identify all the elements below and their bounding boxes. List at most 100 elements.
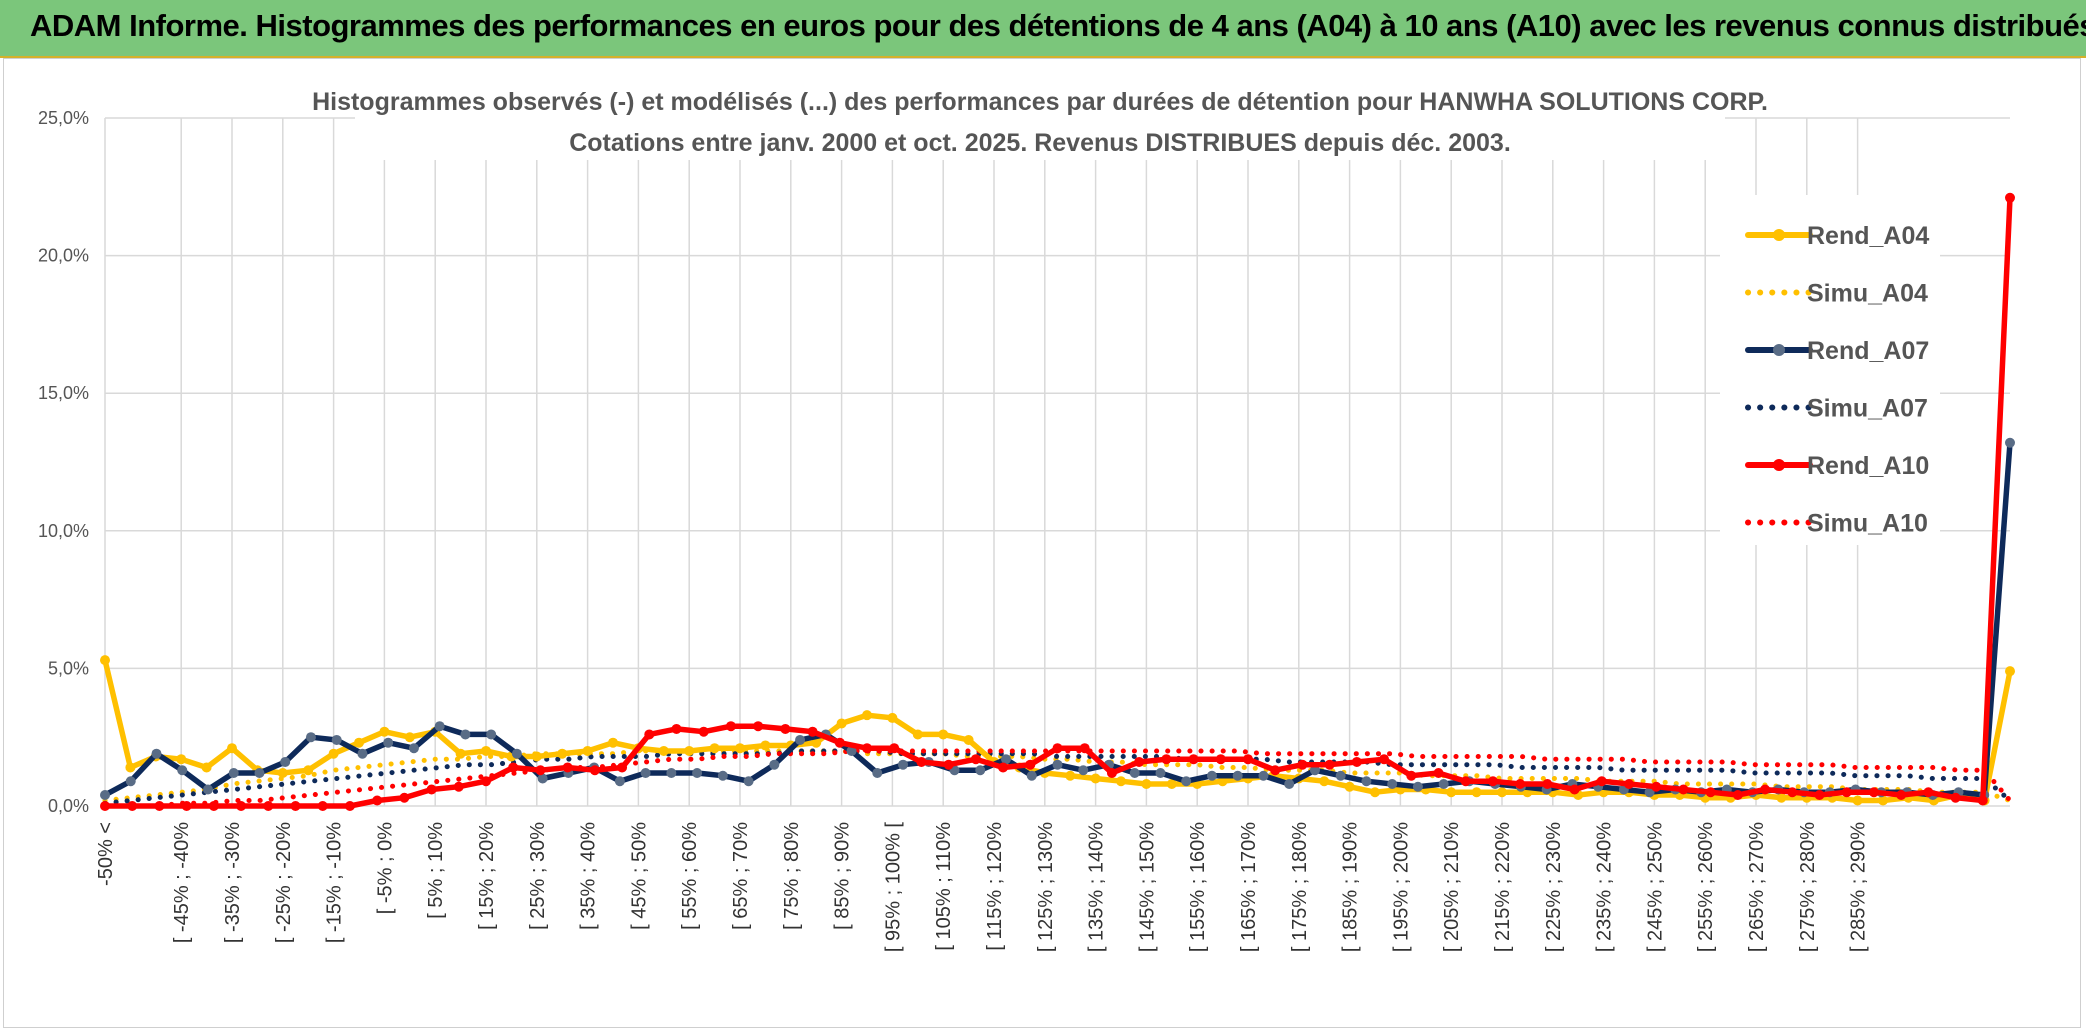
data-point-rend-a07 <box>1284 778 1295 789</box>
data-point-rend-a07 <box>408 743 419 754</box>
data-point-rend-a10 <box>1243 754 1253 765</box>
data-point-rend-a10 <box>889 743 900 754</box>
x-tick-label: [ 5% ; 10% <box>425 822 447 919</box>
x-tick-label: [ 55% ; 60% <box>679 822 701 930</box>
data-point-rend-a10 <box>617 762 628 773</box>
data-point-rend-a07 <box>331 734 342 745</box>
data-point-rend-a07 <box>1001 754 1012 765</box>
data-point-rend-a10 <box>1079 743 1090 754</box>
data-point-rend-a07 <box>1206 770 1217 781</box>
data-point-rend-a04 <box>1217 776 1228 787</box>
data-point-rend-a07 <box>1129 767 1140 778</box>
data-point-rend-a07 <box>511 748 522 759</box>
data-point-rend-a10 <box>1379 754 1390 765</box>
x-tick-label: [ 265% ; 270% <box>1746 822 1768 952</box>
x-tick-label: [ -45% ; -40% <box>171 822 193 943</box>
data-point-rend-a10 <box>181 801 192 811</box>
data-point-rend-a10 <box>1977 795 1988 806</box>
y-tick-label: 20,0% <box>38 246 89 266</box>
data-point-rend-a04 <box>938 729 949 740</box>
data-point-rend-a04 <box>455 748 466 759</box>
data-point-rend-a04 <box>1497 787 1507 798</box>
data-point-rend-a04 <box>836 718 847 729</box>
data-point-rend-a10 <box>453 781 464 792</box>
data-point-rend-a10 <box>671 723 682 734</box>
data-point-rend-a04 <box>887 712 898 723</box>
data-point-rend-a10 <box>1705 787 1716 798</box>
data-point-rend-a07 <box>743 776 754 787</box>
data-point-rend-a04 <box>1116 776 1126 787</box>
data-point-rend-a10 <box>317 801 328 811</box>
data-point-rend-a10 <box>1787 787 1798 798</box>
data-point-rend-a04 <box>277 767 288 778</box>
data-point-rend-a10 <box>1188 754 1199 765</box>
data-point-rend-a07 <box>1155 767 1166 778</box>
data-point-rend-a10 <box>1025 759 1036 770</box>
data-point-rend-a07 <box>769 759 780 770</box>
data-point-rend-a10 <box>589 765 600 776</box>
data-point-rend-a07 <box>872 767 883 778</box>
data-point-rend-a10 <box>1814 789 1825 800</box>
data-point-rend-a04 <box>1370 787 1380 798</box>
x-tick-label: [ 155% ; 160% <box>1187 822 1209 952</box>
series-line-simu-a07 <box>102 748 2013 806</box>
data-point-rend-a07 <box>100 789 110 800</box>
data-point-rend-a07 <box>280 756 291 767</box>
data-point-rend-a10 <box>916 756 927 767</box>
y-tick-label: 15,0% <box>38 383 89 403</box>
x-tick-label: [ 105% ; 110% <box>933 822 955 951</box>
data-point-rend-a07 <box>1412 781 1423 792</box>
data-point-rend-a10 <box>127 801 138 811</box>
data-point-rend-a07 <box>202 784 213 795</box>
chart-title: Histogrammes observés (-) et modélisés (… <box>312 88 1768 116</box>
data-point-rend-a10 <box>1134 756 1145 767</box>
legend-label-rend-a04: Rend_A04 <box>1807 222 1929 250</box>
data-point-rend-a10 <box>943 759 954 770</box>
data-point-rend-a07 <box>1387 778 1398 789</box>
x-tick-label: [ -35% ; -30% <box>222 822 244 943</box>
data-point-rend-a07 <box>717 770 728 781</box>
x-tick-label: [ 85% ; 90% <box>832 822 854 930</box>
data-point-rend-a04 <box>354 737 364 748</box>
data-point-rend-a10 <box>1406 770 1417 781</box>
data-point-rend-a07 <box>537 773 548 784</box>
data-point-rend-a07 <box>1438 778 1449 789</box>
data-point-rend-a07 <box>692 767 703 778</box>
data-point-rend-a10 <box>1270 765 1281 776</box>
legend-box <box>1720 195 1940 545</box>
data-point-rend-a07 <box>614 776 625 787</box>
data-point-rend-a10 <box>753 721 764 732</box>
data-point-rend-a07 <box>1232 770 1243 781</box>
data-point-rend-a04 <box>1344 781 1355 792</box>
x-tick-label: [ 45% ; 50% <box>628 822 650 930</box>
data-point-rend-a04 <box>481 745 491 756</box>
data-point-rend-a10 <box>725 721 736 732</box>
data-point-rend-a10 <box>1596 776 1607 787</box>
data-point-rend-a10 <box>1297 759 1308 770</box>
data-point-rend-a04 <box>328 748 339 759</box>
data-point-rend-a10 <box>399 792 410 803</box>
data-point-rend-a10 <box>970 754 981 765</box>
data-point-rend-a07 <box>846 745 857 756</box>
x-tick-label: [ 65% ; 70% <box>730 822 752 930</box>
data-point-rend-a07 <box>1181 776 1192 787</box>
data-point-rend-a04 <box>684 745 695 756</box>
data-point-rend-a10 <box>862 743 872 754</box>
data-point-rend-a04 <box>2005 666 2015 677</box>
data-point-rend-a07 <box>151 748 162 759</box>
data-point-rend-a10 <box>698 726 709 737</box>
data-point-rend-a10 <box>780 723 791 734</box>
data-point-rend-a10 <box>372 795 383 806</box>
y-tick-label: 0,0% <box>48 796 89 816</box>
data-point-rend-a04 <box>735 743 745 754</box>
x-tick-label: [ 235% ; 240% <box>1594 822 1616 952</box>
data-point-rend-a10 <box>1351 756 1362 767</box>
data-point-rend-a07 <box>975 765 986 776</box>
legend-marker <box>1773 344 1785 356</box>
data-point-rend-a07 <box>434 721 445 732</box>
x-tick-label: [ 35% ; 40% <box>578 822 600 930</box>
x-tick-label: [ 115% ; 120% <box>984 822 1006 951</box>
data-point-rend-a07 <box>460 729 471 740</box>
data-point-rend-a10 <box>344 801 355 811</box>
data-point-rend-a04 <box>760 740 771 751</box>
